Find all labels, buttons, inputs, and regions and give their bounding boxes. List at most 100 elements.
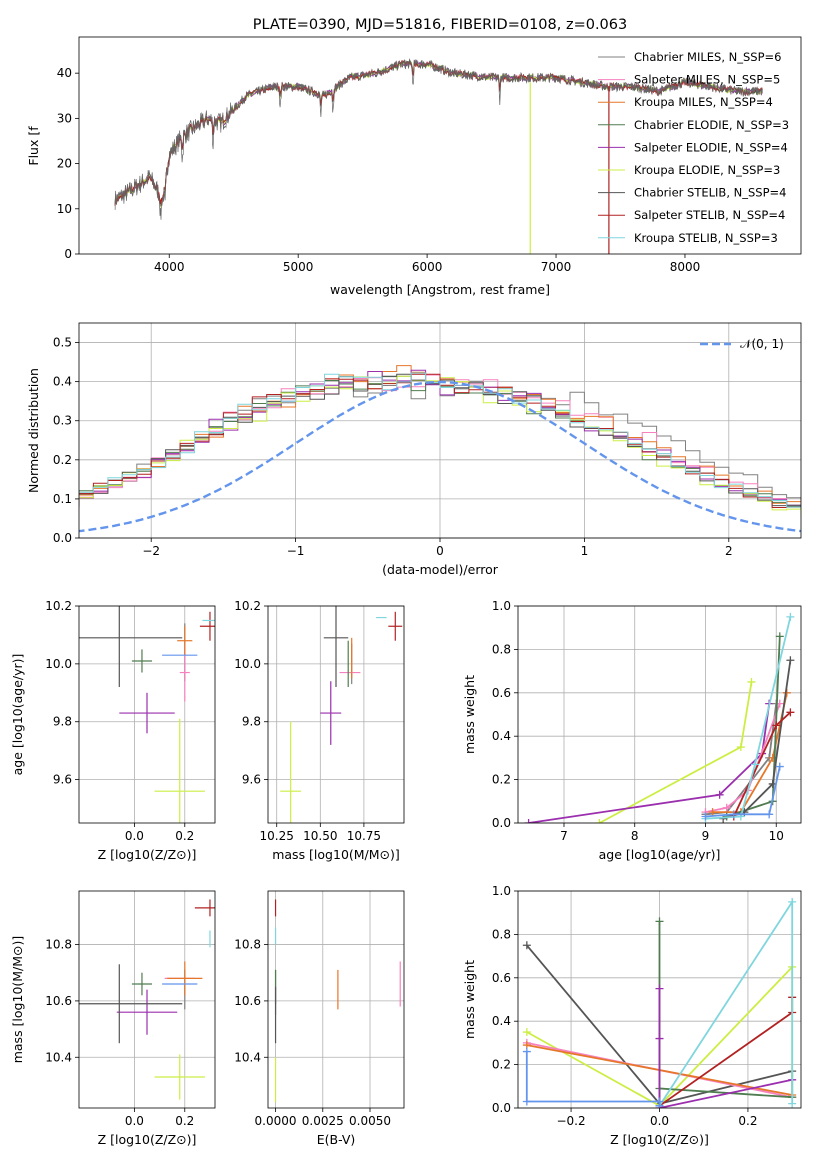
y-tick-label: 0.2 [492, 1058, 511, 1072]
histogram-smiles [79, 374, 801, 508]
weight-marker [522, 1028, 531, 1037]
y-axis-label: age [log10(age/yr)] [10, 654, 25, 776]
weight-series-normal [701, 762, 784, 821]
y-tick-label: 40 [57, 66, 72, 80]
x-tick-label: 0.0 [650, 1114, 669, 1128]
y-tick-label: 0.2 [492, 773, 511, 787]
x-tick-label: 8000 [670, 260, 701, 274]
legend-entry: Salpeter MILES, N_SSP=5 [634, 73, 780, 87]
normal-curve [79, 380, 801, 533]
y-tick-label: 10.6 [234, 994, 261, 1008]
gridlines [79, 323, 801, 539]
legend-entry: 𝒩(0, 1) [740, 337, 784, 351]
legend-entry: Kroupa STELIB, N_SSP=3 [634, 231, 778, 245]
weight-series-normal [522, 1047, 664, 1108]
y-tick-label: 0.6 [492, 686, 511, 700]
errorbar-sstelib [199, 611, 215, 641]
weight-marker [655, 984, 664, 993]
weight-marker [788, 897, 797, 906]
legend-entry: Chabrier MILES, N_SSP=6 [634, 50, 781, 64]
x-tick-label: 7000 [541, 260, 572, 274]
axes-mass_weight_vs_age: 7 8 9 10 0.0 0.2 0.4 0.6 0.8 1.0 [492, 599, 802, 843]
histogram-cmiles [79, 375, 801, 502]
y-tick-label: 0.6 [492, 971, 511, 985]
plot-area [79, 365, 801, 533]
chart-title: PLATE=0390, MJD=51816, FIBERID=0108, z=0… [253, 17, 627, 33]
plot-area [522, 897, 797, 1108]
axes-mass_weight_vs_Z: −0.2 0.0 0.2 0.0 0.2 0.4 0.6 0.8 1.0 [492, 884, 802, 1128]
weight-marker [786, 708, 795, 717]
errorbar-selodie [116, 989, 178, 1035]
y-axis-label: Normed distribution [26, 368, 41, 493]
errorbar-cstelib [323, 606, 349, 688]
errorbar-celodie [131, 649, 153, 673]
weight-line [528, 703, 771, 823]
x-tick-label: 0 [436, 544, 444, 558]
weight-line [732, 711, 792, 817]
errorbar-kelodie [280, 721, 302, 823]
weight-line [722, 660, 792, 820]
axes-age_vs_mass: 10.25 10.50 10.75 9.6 9.8 10.0 10.2 [234, 599, 405, 843]
y-tick-label: 10.8 [45, 938, 72, 952]
weight-marker [655, 1034, 664, 1043]
gridlines [79, 891, 215, 1108]
x-tick-label: 6000 [412, 260, 443, 274]
x-tick-label: 10.50 [303, 829, 337, 843]
y-tick-label: 1.0 [492, 884, 511, 898]
x-tick-label: −0.2 [556, 1114, 585, 1128]
errorbar-cstelib [79, 964, 183, 1044]
y-tick-label: 9.6 [242, 773, 261, 787]
errorbar-celodie [131, 972, 153, 996]
plot-area [79, 899, 215, 1100]
weight-line [658, 921, 793, 1106]
weight-line [705, 616, 792, 820]
y-tick-label: 0.4 [492, 729, 511, 743]
histogram-kelodie [79, 375, 801, 516]
histogram-cstelib [79, 373, 801, 508]
weight-marker [655, 917, 664, 926]
y-tick-label: 0.0 [492, 1101, 511, 1115]
y-tick-label: 0.5 [53, 336, 72, 350]
legend-entry: Chabrier ELODIE, N_SSP=3 [634, 118, 789, 132]
x-axis-label: (data-model)/error [382, 562, 499, 577]
errorbar-kelodie [154, 718, 205, 823]
y-tick-label: 9.6 [53, 773, 72, 787]
legend-entry: Kroupa ELODIE, N_SSP=3 [634, 163, 780, 177]
x-tick-label: 10 [769, 829, 784, 843]
y-tick-label: 10 [57, 202, 72, 216]
weight-marker [708, 808, 717, 817]
x-tick-label: 0.2 [175, 1114, 194, 1128]
y-tick-label: 0.0 [492, 816, 511, 830]
errorbar-sstelib [388, 611, 403, 641]
y-tick-label: 0.1 [53, 492, 72, 506]
y-tick-label: 0.8 [492, 927, 511, 941]
legend-entry: Salpeter ELODIE, N_SSP=4 [634, 140, 788, 154]
y-tick-label: 9.8 [53, 715, 72, 729]
x-axis-label: wavelength [Angstrom, rest frame] [330, 282, 550, 297]
weight-marker [736, 743, 745, 752]
weight-line [705, 766, 781, 818]
x-axis-label: Z [log10(Z/Z⊙)] [98, 847, 197, 862]
axes-residuals: −2 −1 0 1 2 0.0 0.1 0.2 0.3 0.4 0.5 [53, 322, 802, 558]
y-tick-label: 0.3 [53, 414, 72, 428]
weight-marker [729, 810, 738, 819]
x-tick-label: 2 [725, 544, 733, 558]
x-axis-label: mass [log10(M/M⊙)] [272, 847, 400, 862]
plot-area [274, 899, 401, 1103]
axes-age_vs_Z: 0.0 0.2 9.6 9.8 10.0 10.2 [45, 599, 216, 843]
histogram-sstelib [79, 373, 801, 509]
weight-marker [522, 1097, 531, 1106]
weight-series-selodie [524, 699, 774, 823]
x-axis-label: Z [log10(Z/Z⊙)] [610, 1132, 709, 1147]
x-tick-label: 10.75 [347, 829, 381, 843]
errorbar-kelodie [154, 1054, 205, 1100]
weight-marker [655, 1101, 664, 1108]
weight-marker [522, 1047, 531, 1056]
weight-marker [524, 819, 533, 823]
axes-frame [267, 890, 405, 1109]
errorbar-sstelib [194, 899, 215, 917]
y-tick-label: 10.8 [234, 938, 261, 952]
errorbar-selodie [320, 681, 342, 745]
x-tick-label: 1 [581, 544, 589, 558]
